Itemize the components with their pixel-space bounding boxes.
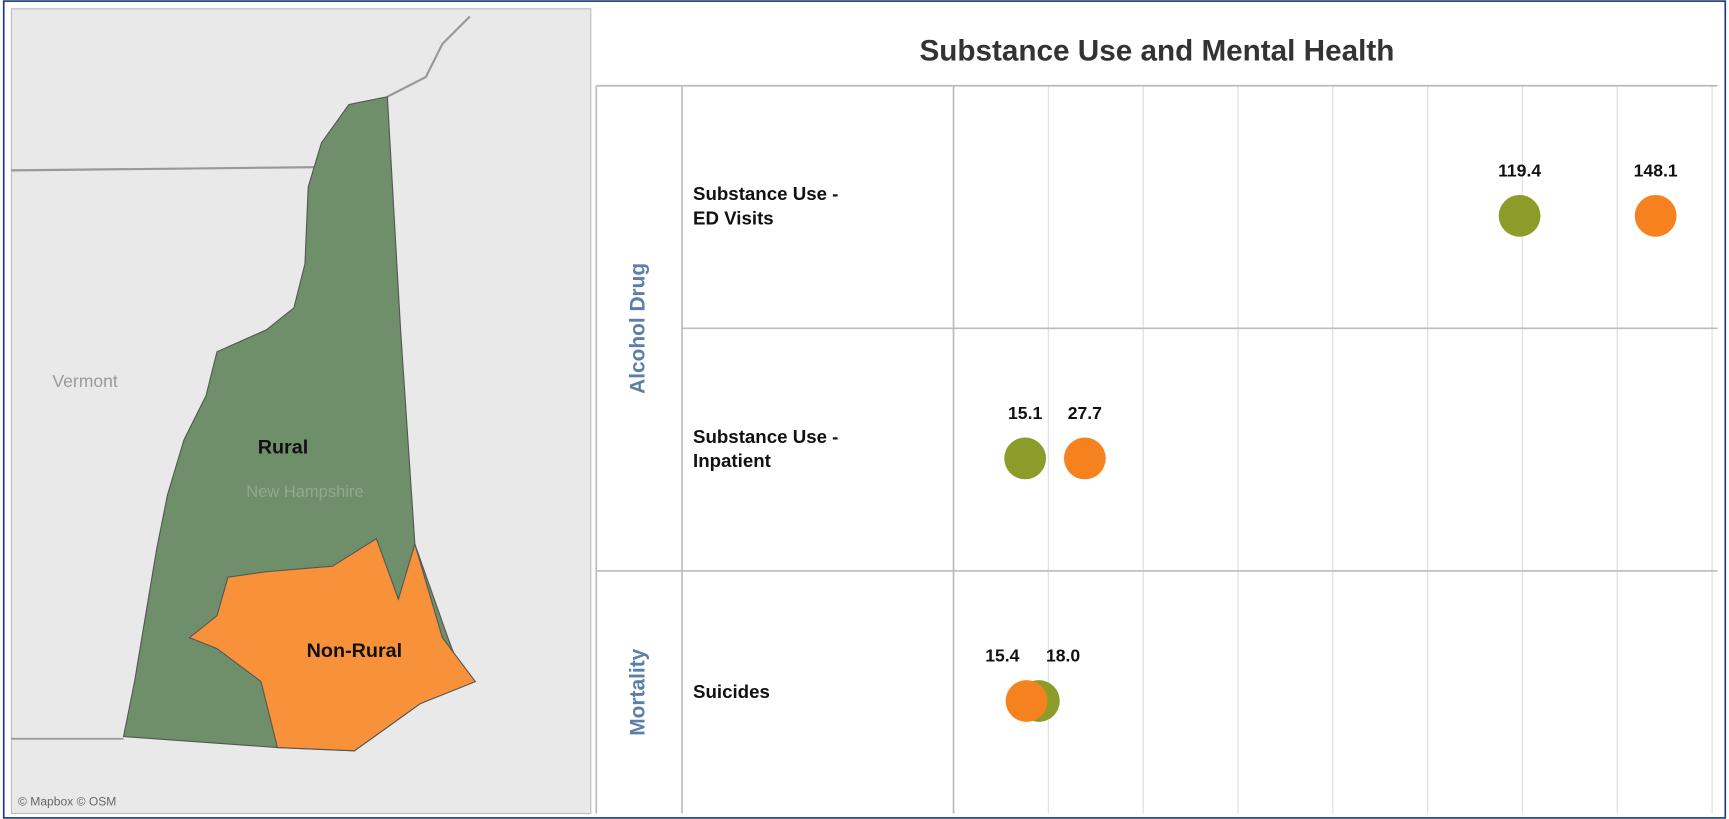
legend-entry: Rural [258,437,309,459]
data-label: 18.0 [1046,646,1080,666]
legend-entry: Non-Rural [307,640,403,662]
data-label: 148.1 [1634,161,1678,181]
dot [1634,194,1677,237]
group-label: Mortality [627,648,650,735]
dot [1063,437,1106,480]
border-line [11,165,322,172]
dot [1004,437,1047,480]
category-label: Suicides [693,681,770,703]
attribution: © Mapbox © OSM [18,795,116,809]
map-label-box: New Hampshire [246,482,364,502]
border-line [386,15,471,98]
group-label: Alcohol Drug [627,263,650,394]
dot [1005,680,1048,722]
category-label: Substance Use - Inpatient [693,426,839,472]
category-label-box: Substance Use - Inpatient [693,426,839,472]
category-label: Substance Use - ED Visits [693,183,839,230]
data-label: 119.4 [1498,161,1541,181]
category-label-box: Suicides [693,681,770,703]
data-label: 15.4 [985,646,1019,666]
dot [1498,194,1541,237]
data-label: 27.7 [1068,403,1102,423]
map-panel: Vermont New Hampshire Rural Non-Rural © … [10,8,592,815]
category-label-box: Substance Use - ED Visits [693,183,839,230]
chart-title: Substance Use and Mental Health [919,35,1394,68]
map-label: New Hampshire [246,482,364,502]
non-rural-region[interactable] [188,537,477,752]
map-label: Vermont [52,371,118,391]
data-label: 15.1 [1008,403,1042,423]
